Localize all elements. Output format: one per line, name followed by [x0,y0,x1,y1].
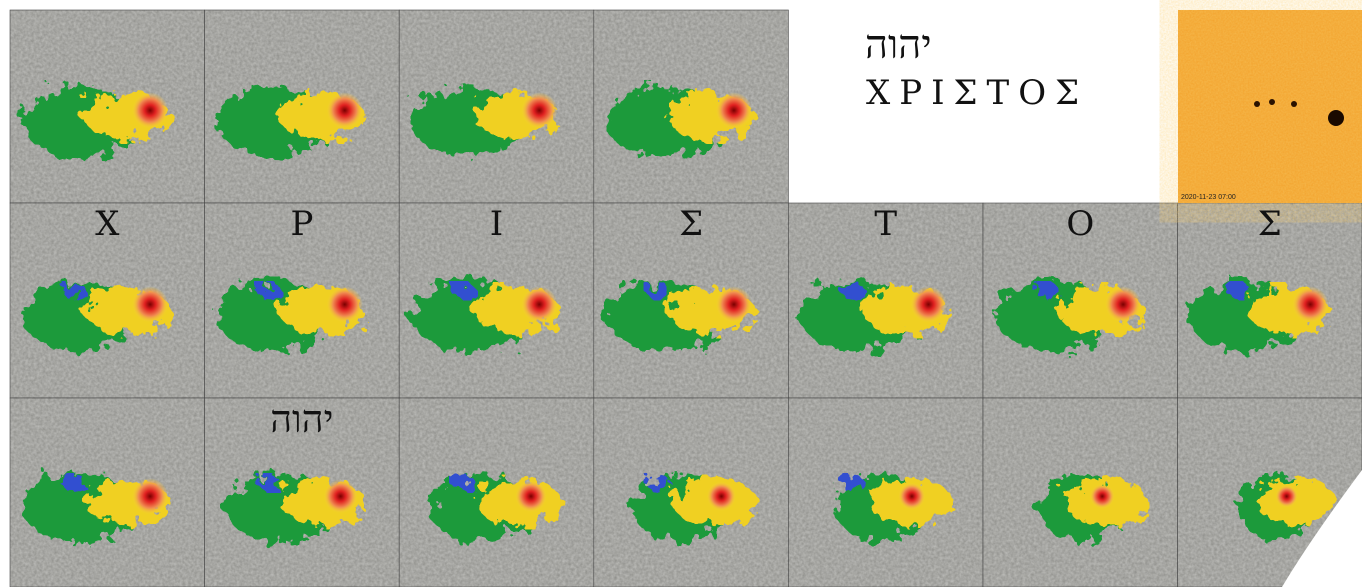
strong-negative [646,282,671,299]
magnetogram-panel [398,397,595,587]
sunspot [1328,110,1344,126]
magnetogram-panel [788,202,984,399]
sunspot-core [1089,483,1115,509]
strong-negative [1226,282,1251,299]
sun-limb [1282,470,1362,587]
strong-negative [451,282,476,299]
sunspot-core [326,286,363,323]
sunspot [1291,101,1297,107]
magnetogram-panel [9,202,205,399]
sunspot-core [898,482,926,510]
sunspot-core [515,480,547,512]
strong-negative [62,475,87,492]
sunspot-core [715,286,752,323]
panel-letter: Ρ [290,204,313,244]
magnetogram-panel [204,202,400,399]
sunspot-core [132,286,169,323]
sunspot-core [521,92,558,129]
sunspot-core [910,286,947,323]
timestamp: 2020-11-23 07:00 [1181,194,1236,201]
magnetogram-panel [9,9,205,204]
magnetogram-panel [204,9,400,204]
strong-negative [451,475,476,492]
sunspot-core [326,92,363,129]
sun-panel: 2020-11-23 07:00 [1178,10,1362,203]
strong-negative [62,282,87,299]
panel-letter: Σ [679,204,703,244]
magnetogram-panel [593,397,789,587]
sunspot-core [1292,286,1329,323]
panel-letter: Τ [874,204,897,244]
magnetogram-panel [1177,397,1362,587]
sunspot-core [715,92,752,129]
sun-texture [1178,10,1362,203]
magnetogram-grid [9,9,1362,587]
strong-negative [840,282,865,299]
strong-negative [1035,282,1060,299]
sunspot-core [1105,286,1142,323]
hebrew-title: יהוה [865,22,932,68]
sunspot [1269,99,1275,105]
sunspot-core [132,478,169,515]
panel-letter: Χ [95,204,120,244]
strong-negative [646,475,671,492]
panel-letter: Ι [490,204,503,244]
magnetogram-panel [788,397,984,587]
magnetogram-panel [9,397,205,587]
magnetogram-panel [982,202,1178,399]
magnetogram-panel [398,202,595,399]
panel-label: יהוה [270,397,333,441]
strong-negative [840,475,865,492]
magnetogram-panel [982,397,1178,587]
sunspot-core [132,92,169,129]
magnetogram-panel [398,9,595,204]
magnetogram-panel [1177,202,1362,399]
magnetogram-panel [593,9,789,204]
sunspot-core [323,479,358,514]
sunspot-core [521,286,558,323]
greek-title: ΧΡΙΣΤΟΣ [866,73,1088,113]
magnetogram-panel [593,202,789,399]
sunspot [1254,101,1260,107]
magnetogram-panel [204,397,400,587]
strong-negative [256,475,281,492]
panel-letter: Ο [1066,204,1094,244]
sunspot-core [1275,485,1298,508]
sunspot-core [706,481,736,511]
strong-negative [256,282,281,299]
panel-letter: Σ [1258,204,1282,244]
